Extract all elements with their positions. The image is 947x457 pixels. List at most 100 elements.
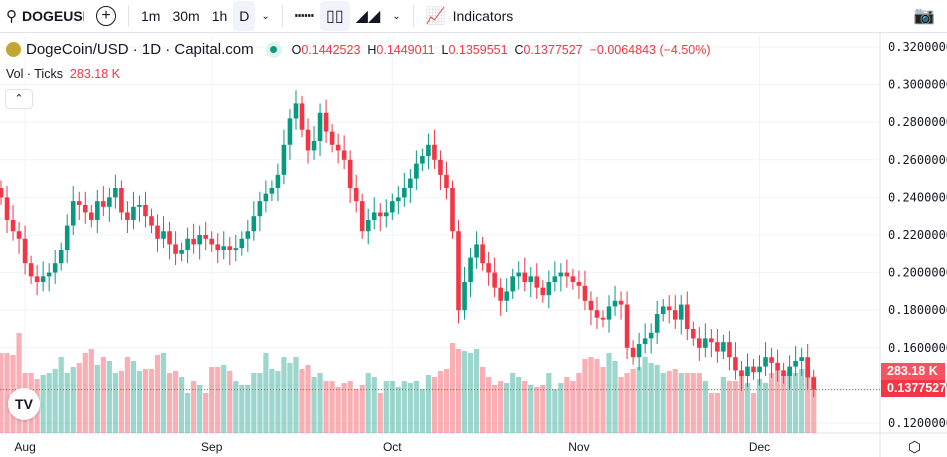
volume-bar: [630, 369, 636, 433]
compare-button[interactable]: +: [90, 1, 122, 31]
interval-30m[interactable]: 30m: [172, 8, 200, 24]
candle-body: [727, 342, 732, 358]
candle-body: [70, 201, 76, 226]
candle-body: [666, 306, 672, 311]
indicators-button[interactable]: 📈 Indicators: [420, 1, 520, 31]
volume-bar: [642, 357, 648, 433]
volume-bar: [52, 369, 58, 433]
volume-bar: [612, 361, 618, 433]
candle-chart-type-button[interactable]: ▯▯: [320, 1, 350, 31]
symbol-legend: DogeCoin/USD · 1D · Capital.com O0.14425…: [6, 41, 711, 58]
candle-body: [359, 201, 365, 232]
price-axis-label: 0.2000000: [888, 266, 947, 280]
volume-bar: [221, 365, 227, 433]
volume-bar: [666, 371, 672, 433]
dogecoin-logo-icon: [6, 42, 21, 57]
chart-type-dropdown[interactable]: ⌄: [386, 1, 406, 31]
candle-body: [576, 282, 582, 286]
volume-bar: [185, 393, 191, 433]
candle-body: [462, 282, 467, 311]
volume-bar: [455, 349, 462, 433]
camera-icon: 📷: [913, 6, 935, 25]
volume-bar: [528, 385, 534, 433]
volume-bar: [708, 393, 714, 433]
candle-body: [480, 244, 485, 264]
candle-body: [444, 174, 449, 188]
volume-bar: [0, 353, 4, 433]
bar-chart-type-button[interactable]: ┅┅: [289, 1, 320, 31]
volume-bar: [425, 375, 432, 433]
symbol-title[interactable]: DogeCoin/USD · 1D · Capital.com: [26, 41, 254, 58]
volume-bar: [371, 377, 377, 433]
volume-bar: [498, 381, 504, 433]
area-chart-icon: ◢◢: [355, 8, 381, 25]
candle-body: [251, 216, 257, 232]
volume-bar: [419, 389, 425, 433]
volume-bar: [594, 359, 600, 433]
indicators-label: Indicators: [452, 8, 514, 24]
candle-body: [636, 344, 642, 358]
volume-bar: [112, 373, 118, 433]
volume-value: 283.18 K: [69, 67, 120, 81]
candle-body: [468, 257, 473, 282]
chevron-down-icon: ⌄: [261, 10, 270, 22]
volume-bar: [58, 357, 64, 433]
volume-bar: [269, 369, 275, 433]
screenshot-button[interactable]: 📷: [908, 1, 941, 31]
price-tag: 0.1377527: [881, 380, 946, 397]
candle-body: [221, 246, 227, 251]
candle-body: [107, 197, 112, 207]
candle-body: [167, 231, 172, 245]
volume-bar: [209, 367, 215, 433]
divider: [412, 5, 414, 27]
volume-bar: [799, 369, 805, 433]
volume-bar: [648, 363, 654, 433]
candle-body: [552, 276, 558, 282]
collapse-legend-button[interactable]: ⌃: [5, 89, 33, 109]
candle-body: [143, 204, 148, 217]
candle-body: [58, 250, 64, 264]
volume-bar: [383, 381, 389, 433]
volume-bar: [64, 373, 70, 433]
candle-body: [299, 103, 305, 130]
volume-bar: [124, 357, 131, 433]
candle-body: [528, 276, 534, 282]
candle-body: [691, 329, 696, 339]
candle-body: [432, 144, 437, 160]
candle-body: [16, 231, 22, 239]
candle-body: [558, 272, 564, 277]
interval-1m[interactable]: 1m: [141, 8, 161, 24]
settings-icon[interactable]: ⬡: [908, 439, 922, 456]
candle-body: [504, 291, 509, 301]
candle-body: [811, 377, 816, 390]
candle-body: [281, 144, 287, 175]
candle-body: [215, 244, 221, 251]
volume-bar: [407, 383, 413, 433]
price-axis-label: 0.2400000: [888, 190, 947, 204]
interval-1h[interactable]: 1h: [211, 8, 228, 24]
volume-bar: [606, 353, 612, 433]
close-label: C: [514, 42, 524, 57]
volume-bar: [696, 373, 702, 433]
volume-bar: [678, 373, 684, 433]
price-axis-label: 0.2800000: [888, 115, 947, 129]
candle-body: [335, 144, 341, 151]
area-chart-type-button[interactable]: ◢◢: [350, 1, 387, 31]
candle-body: [793, 360, 798, 367]
volume-bar: [558, 383, 564, 433]
volume-bar: [726, 381, 733, 433]
interval-dropdown[interactable]: ⌄: [255, 1, 275, 31]
symbol-search[interactable]: ⚲ DOGEUSD: [0, 1, 90, 31]
interval-d[interactable]: D: [233, 1, 256, 31]
volume-bar: [353, 389, 359, 433]
volume-bar: [293, 357, 299, 433]
candle-body: [582, 285, 588, 301]
volume-bar: [449, 343, 456, 433]
candle-body: [660, 306, 666, 314]
volume-label[interactable]: Vol · Ticks: [6, 67, 63, 81]
volume-bar: [94, 365, 100, 433]
volume-bar: [148, 369, 155, 433]
candle-body: [137, 204, 142, 207]
candle-body: [745, 366, 750, 376]
